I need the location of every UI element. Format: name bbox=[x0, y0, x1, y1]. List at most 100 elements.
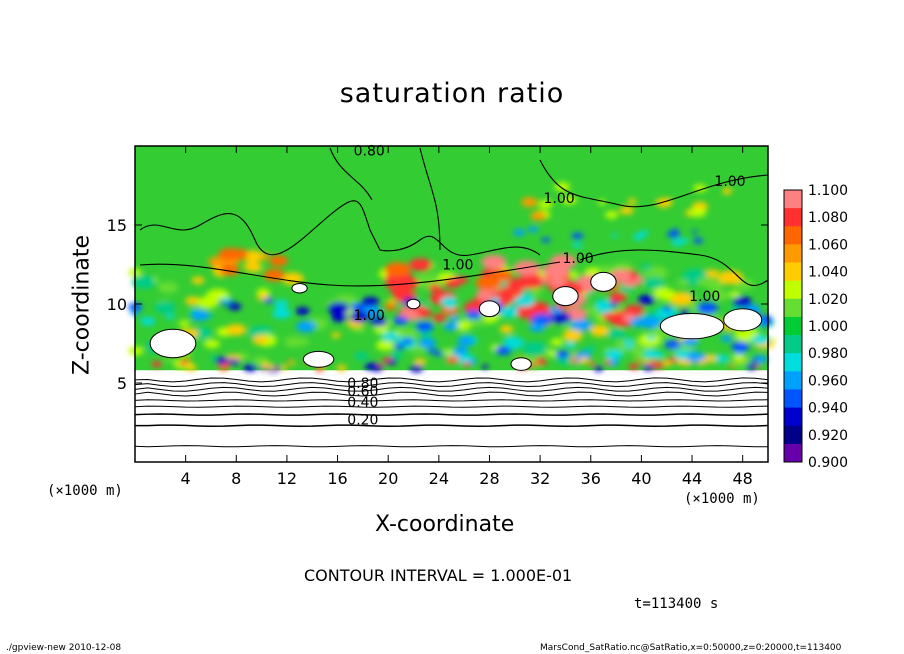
cloud-region bbox=[291, 282, 308, 294]
field-blob bbox=[636, 360, 643, 364]
field-blob bbox=[722, 189, 732, 195]
field-blob bbox=[263, 268, 285, 282]
field-blob bbox=[409, 258, 432, 272]
field-blob bbox=[336, 365, 347, 372]
field-blob bbox=[689, 207, 707, 218]
field-blob bbox=[655, 198, 672, 208]
time-label: t=113400 s bbox=[634, 596, 719, 612]
field-blob bbox=[680, 238, 689, 244]
x-tick-label: 44 bbox=[682, 469, 702, 488]
field-blob bbox=[364, 362, 378, 371]
field-blob bbox=[521, 197, 538, 207]
field-blob bbox=[381, 331, 399, 342]
field-blob bbox=[185, 364, 197, 371]
field-blob bbox=[624, 343, 634, 349]
field-blob bbox=[410, 364, 424, 373]
field-blob bbox=[529, 322, 546, 332]
field-blob bbox=[548, 306, 562, 315]
field-blob bbox=[534, 358, 547, 366]
field-blob bbox=[686, 351, 706, 363]
field-blob bbox=[393, 343, 405, 350]
field-blob bbox=[506, 340, 522, 350]
cloud-region bbox=[659, 312, 725, 340]
field-blob bbox=[593, 366, 604, 372]
y-tick-label: 15 bbox=[107, 216, 127, 235]
field-blob bbox=[278, 365, 288, 371]
field-blob bbox=[611, 233, 618, 238]
field-blob bbox=[640, 263, 652, 271]
field-blob bbox=[394, 327, 419, 342]
field-blob bbox=[572, 242, 582, 248]
field-blob bbox=[243, 364, 254, 370]
y-tick-label: 5 bbox=[117, 374, 127, 393]
field-blob bbox=[204, 339, 220, 349]
x-axis-unit-left: (×1000 m) bbox=[47, 483, 123, 499]
contour-label: 1.00 bbox=[689, 289, 720, 305]
field-blob bbox=[655, 306, 678, 319]
field-blob bbox=[196, 296, 218, 309]
x-axis-unit-right: (×1000 m) bbox=[684, 491, 760, 507]
cloud-region bbox=[478, 300, 501, 318]
contour-line bbox=[134, 399, 769, 402]
field-blob bbox=[728, 291, 741, 298]
field-blob bbox=[373, 325, 389, 334]
field-blob bbox=[272, 307, 291, 319]
field-blob bbox=[386, 298, 396, 305]
field-blob bbox=[418, 338, 437, 349]
field-blob bbox=[623, 337, 634, 344]
field-blob bbox=[495, 345, 512, 356]
colorbar-swatch bbox=[784, 190, 802, 209]
colorbar-swatch bbox=[784, 280, 802, 300]
field-blob bbox=[191, 276, 205, 285]
colorbar-swatch bbox=[784, 316, 802, 336]
field-blob bbox=[132, 275, 156, 289]
field-blob bbox=[151, 361, 163, 368]
field-blob bbox=[513, 229, 526, 237]
colorbar-swatch bbox=[784, 226, 802, 245]
colorbar-label: 0.940 bbox=[808, 401, 848, 417]
contour-lines bbox=[134, 147, 769, 448]
field-blob bbox=[315, 367, 324, 372]
field-blob bbox=[604, 349, 624, 360]
contour-line bbox=[134, 382, 769, 388]
field-blob bbox=[718, 270, 743, 285]
field-blob bbox=[274, 299, 289, 308]
x-tick-label: 36 bbox=[581, 469, 601, 488]
field-blob bbox=[732, 296, 753, 308]
contour-line bbox=[134, 424, 769, 428]
field-blob bbox=[693, 237, 704, 244]
field-blob bbox=[541, 237, 551, 243]
field-blob bbox=[467, 359, 477, 365]
contour-label: 0.40 bbox=[347, 395, 378, 411]
field-blob bbox=[643, 364, 654, 371]
field-blob bbox=[608, 292, 627, 303]
field-blob bbox=[513, 260, 541, 276]
colorbar-swatch bbox=[784, 353, 802, 372]
field-blob bbox=[648, 360, 658, 366]
colorbar-swatch bbox=[784, 425, 802, 445]
colorbar-label: 0.960 bbox=[808, 373, 848, 389]
field-blob bbox=[481, 254, 507, 270]
field-blob bbox=[219, 264, 240, 276]
y-tick-label: 10 bbox=[107, 295, 127, 314]
colorbar-label: 0.980 bbox=[808, 346, 848, 362]
field-blob bbox=[585, 345, 596, 352]
field-blob bbox=[330, 312, 348, 322]
contour-line bbox=[139, 200, 541, 256]
field-blob bbox=[644, 266, 668, 280]
field-blob bbox=[507, 277, 530, 291]
field-blob bbox=[571, 319, 593, 331]
field-blob bbox=[465, 309, 483, 320]
field-blob bbox=[462, 362, 471, 367]
field-blob bbox=[427, 348, 437, 354]
cloud-region bbox=[302, 350, 335, 368]
field-blob bbox=[571, 232, 584, 240]
field-blob bbox=[178, 361, 187, 366]
field-blob bbox=[384, 303, 397, 311]
field-blob bbox=[444, 278, 462, 288]
field-blob bbox=[598, 305, 613, 314]
field-blob bbox=[221, 297, 231, 304]
field-blob bbox=[185, 296, 201, 306]
x-tick-label: 32 bbox=[530, 469, 550, 488]
field-blob bbox=[646, 335, 656, 341]
